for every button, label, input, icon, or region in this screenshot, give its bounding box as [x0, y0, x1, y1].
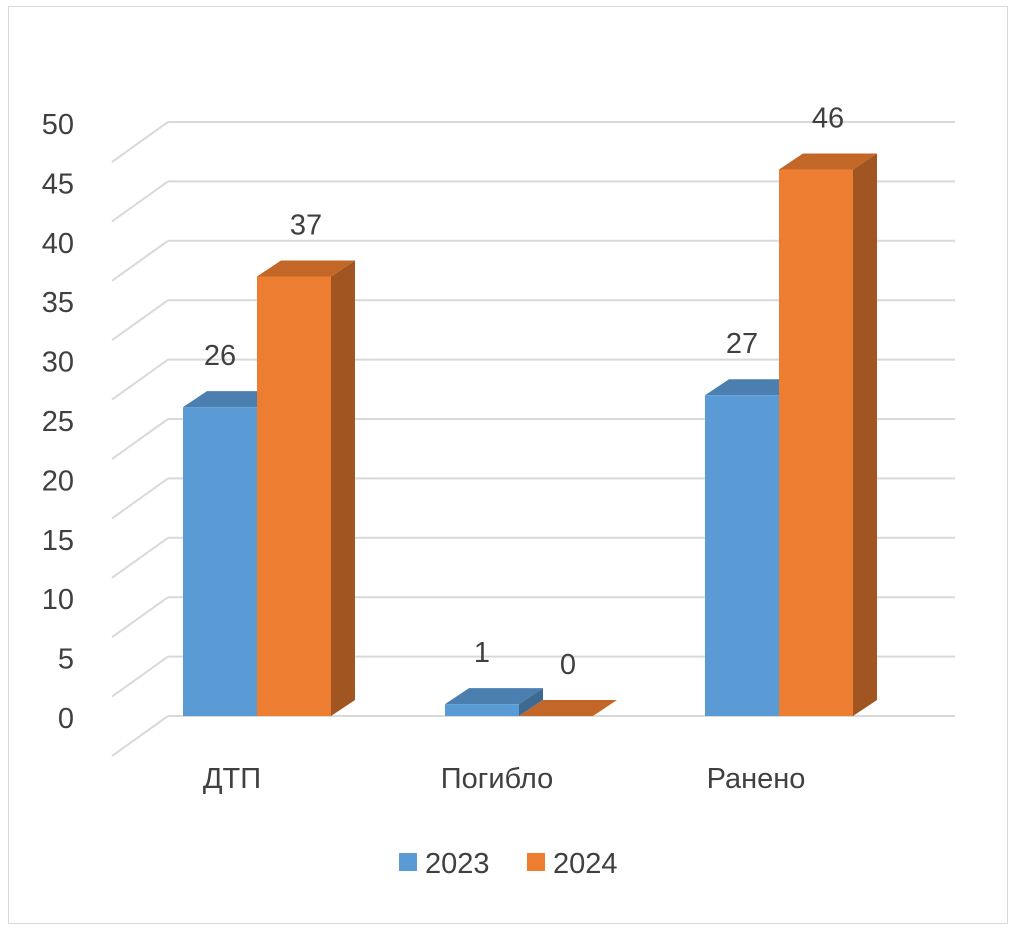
- gridline-diagonal: [111, 121, 169, 163]
- y-tick-label: 5: [58, 644, 74, 676]
- bar-side: [853, 153, 877, 716]
- y-axis-tick-labels: 0 5 10 15 20 25 30 35 40 45 50: [42, 109, 74, 735]
- legend-label: 2024: [553, 848, 618, 880]
- bar-2024: [257, 276, 331, 716]
- bar-top: [519, 700, 617, 716]
- y-tick-label: 0: [58, 703, 74, 735]
- y-tick-label: 45: [42, 168, 74, 200]
- gridline-diagonal: [111, 239, 169, 282]
- bar-top: [779, 153, 877, 170]
- bar-2024: [779, 169, 853, 716]
- y-tick-label: 30: [42, 347, 74, 379]
- data-label: 37: [290, 209, 322, 241]
- bar-2023: [705, 395, 779, 716]
- gridline-diagonal: [111, 536, 169, 579]
- gridline-diagonal: [111, 299, 169, 342]
- gridline-diagonal: [111, 418, 169, 460]
- gridline-diagonal: [111, 596, 169, 639]
- y-tick-label: 50: [42, 109, 74, 141]
- data-label: 1: [474, 637, 490, 669]
- data-label: 0: [560, 649, 576, 681]
- data-labels: 26 37 1 0 27 46: [204, 103, 844, 681]
- bar-top: [257, 260, 355, 277]
- data-label: 27: [726, 328, 758, 360]
- y-tick-label: 15: [42, 525, 74, 557]
- gridline-diagonal: [111, 358, 169, 401]
- y-tick-label: 20: [42, 465, 74, 497]
- gridline-diagonal: [111, 655, 169, 698]
- y-tick-label: 10: [42, 584, 74, 616]
- legend-swatch-2024: [527, 853, 545, 871]
- bar-top: [705, 379, 803, 396]
- x-axis-category-labels: ДТП Погибло Ранено: [203, 763, 806, 795]
- y-tick-label: 35: [42, 287, 74, 319]
- y-tick-label: 25: [42, 406, 74, 438]
- bars: [183, 153, 877, 716]
- gridline-diagonal: [111, 180, 169, 223]
- x-tick-label: Ранено: [707, 763, 806, 795]
- data-label: 26: [204, 340, 236, 372]
- gridline-diagonal: [111, 715, 169, 757]
- legend-swatch-2023: [399, 853, 417, 871]
- gridline-diagonal: [111, 477, 169, 520]
- legend: 2023 2024: [399, 848, 618, 880]
- bar-2023: [445, 704, 519, 716]
- y-tick-label: 40: [42, 228, 74, 260]
- bar-top: [445, 688, 543, 705]
- bar-side: [331, 260, 355, 716]
- data-label: 46: [812, 103, 844, 135]
- legend-label: 2023: [425, 848, 490, 880]
- bar-2023: [183, 407, 257, 716]
- x-tick-label: ДТП: [203, 763, 261, 795]
- bar-top: [183, 391, 281, 408]
- x-tick-label: Погибло: [441, 763, 553, 795]
- bar-side: [519, 688, 543, 716]
